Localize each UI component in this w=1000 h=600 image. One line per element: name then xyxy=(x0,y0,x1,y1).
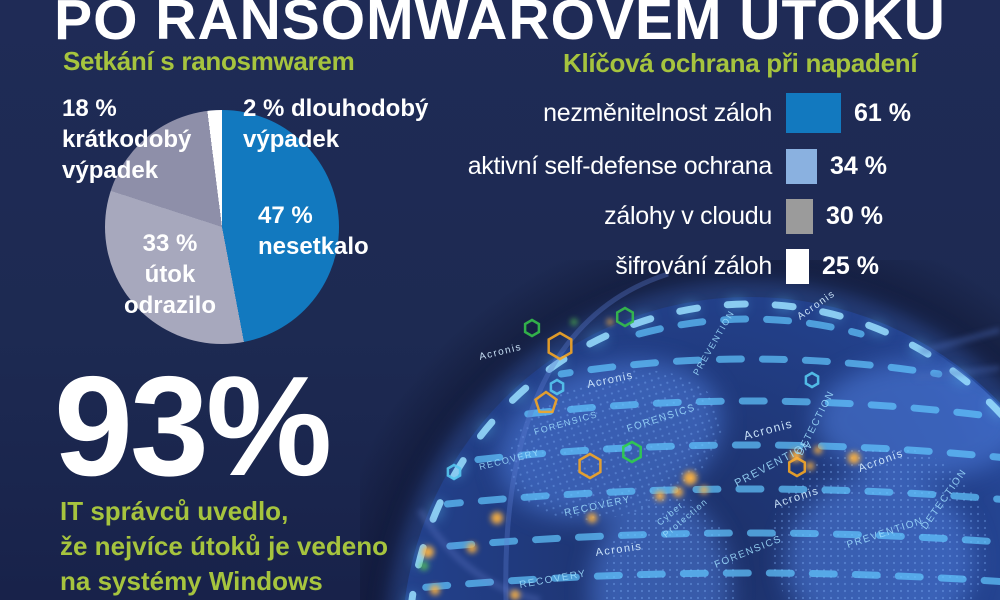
encounters-heading: Setkání s ranosmwarem xyxy=(63,46,355,76)
protection-bar-swatch xyxy=(786,248,809,284)
pie-label-2pct-value: 2 % dlouhodobý xyxy=(243,95,429,122)
globe-rim-glow xyxy=(390,283,1000,600)
protection-row: nezměnitelnost záloh 61 % xyxy=(0,92,1000,134)
protection-heading: Klíčová ochrana při napadení xyxy=(563,48,918,78)
protection-row-label: šifrování záloh xyxy=(615,251,772,280)
big-stat-93pct: 93% xyxy=(54,347,332,506)
globe-latitude-dashes xyxy=(414,315,1000,592)
light-rays xyxy=(915,327,1000,380)
protection-bar-swatch xyxy=(786,198,813,234)
big-stat-caption: IT správců uvedlo, že nejvíce útoků je v… xyxy=(60,496,388,596)
globe-glow-dots xyxy=(420,319,860,600)
pie-label-47pct-value: 47 % xyxy=(258,202,313,229)
protection-row-value: 34 % xyxy=(830,151,887,180)
orbit-arc-lower xyxy=(417,508,541,600)
globe-surface xyxy=(414,315,1000,600)
protection-bar-swatch xyxy=(786,148,817,184)
pie-chart xyxy=(105,110,339,344)
pie-label-18pct-value: 18 % xyxy=(62,95,117,122)
protection-row-label: zálohy v cloudu xyxy=(604,201,772,230)
protection-row-label: aktivní self-defense ochrana xyxy=(467,151,773,180)
pie-label-33pct-value: 33 % xyxy=(142,230,198,257)
protection-row-label: nezměnitelnost záloh xyxy=(543,98,772,127)
globe-hexagons xyxy=(446,306,820,481)
pie-label-18pct: 18 % krátkodobý výpadek xyxy=(62,95,192,184)
orbit-arc xyxy=(503,271,669,600)
protection-row-value: 30 % xyxy=(826,201,883,230)
pie-label-2pct: 2 % dlouhodobý výpadek xyxy=(243,95,429,153)
protection-bar-swatch xyxy=(786,93,841,133)
pie-label-33pct: 33 % útok odrazilo xyxy=(95,228,245,321)
protection-row: šifrování záloh 25 % xyxy=(0,245,1000,287)
protection-row-value: 61 % xyxy=(854,98,911,127)
pie-label-47pct: 47 % nesetkalo xyxy=(258,202,369,260)
page-title: PO RANSOMWAROVÉM ÚTOKU xyxy=(54,0,946,53)
protection-row-value: 25 % xyxy=(822,251,879,280)
protection-row: aktivní self-defense ochrana 34 % xyxy=(0,145,1000,187)
protection-row: zálohy v cloudu 30 % xyxy=(0,195,1000,237)
